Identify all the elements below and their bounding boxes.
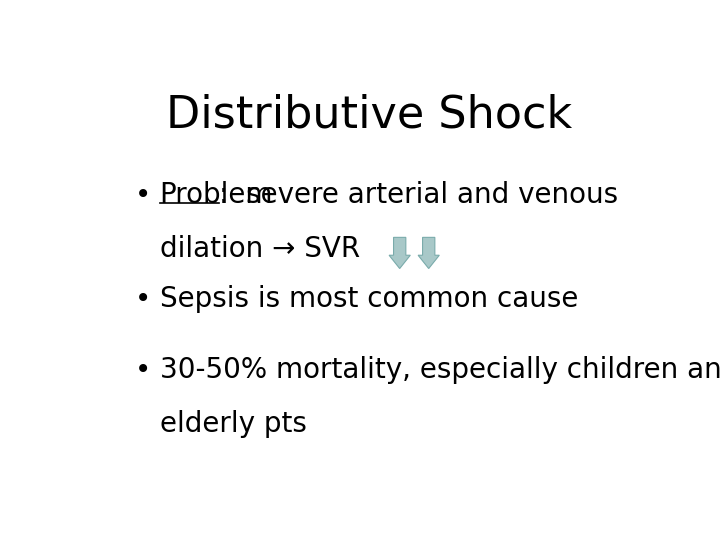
Text: :  severe arterial and venous: : severe arterial and venous [220, 181, 618, 209]
Text: Sepsis is most common cause: Sepsis is most common cause [160, 285, 578, 313]
Text: Distributive Shock: Distributive Shock [166, 93, 572, 136]
Text: Problem: Problem [160, 181, 274, 209]
Text: dilation → SVR: dilation → SVR [160, 235, 369, 264]
Text: elderly pts: elderly pts [160, 410, 307, 438]
FancyArrow shape [389, 238, 410, 268]
FancyArrow shape [418, 238, 439, 268]
Text: •: • [135, 181, 151, 209]
Text: •: • [135, 356, 151, 384]
Text: 30-50% mortality, especially children and: 30-50% mortality, especially children an… [160, 356, 720, 384]
Text: •: • [135, 285, 151, 313]
